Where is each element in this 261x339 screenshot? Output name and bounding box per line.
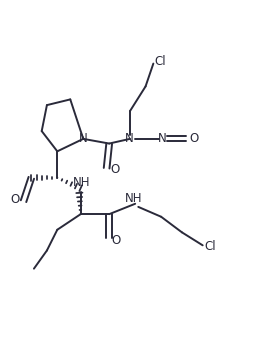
- Text: O: O: [11, 193, 20, 206]
- Text: N: N: [125, 132, 134, 145]
- Text: N: N: [158, 132, 167, 145]
- Text: NH: NH: [125, 192, 143, 204]
- Text: N: N: [79, 132, 88, 145]
- Text: O: O: [112, 234, 121, 246]
- Text: O: O: [110, 163, 120, 176]
- Text: Cl: Cl: [154, 55, 166, 68]
- Text: NH: NH: [73, 176, 91, 189]
- Text: O: O: [190, 132, 199, 145]
- Text: Cl: Cl: [205, 240, 216, 253]
